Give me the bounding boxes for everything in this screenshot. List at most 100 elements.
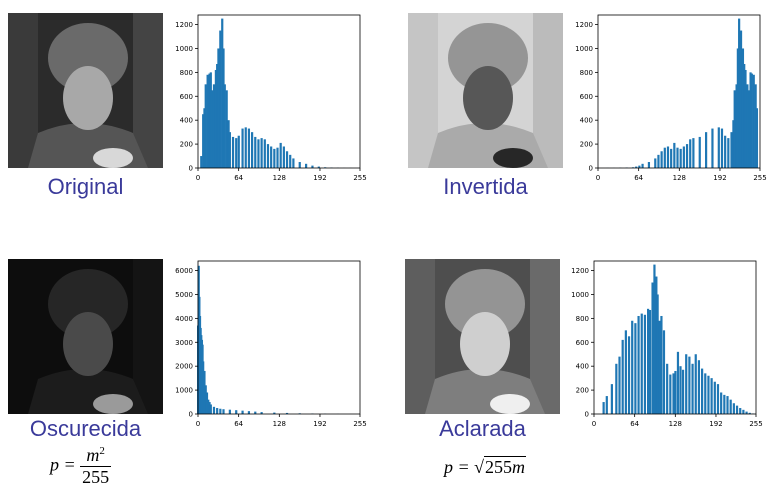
histogram-bar	[660, 315, 663, 414]
y-tick-label: 0	[589, 165, 593, 173]
y-tick-label: 1200	[575, 21, 593, 29]
histogram-bar	[732, 120, 735, 168]
x-tick-label: 128	[673, 174, 686, 182]
histogram-bar	[685, 144, 689, 168]
histogram-bar	[216, 408, 219, 414]
histogram-bar	[729, 399, 732, 414]
histogram-bar	[231, 136, 235, 168]
histogram-bar	[691, 363, 694, 414]
histogram-bar	[674, 370, 677, 414]
x-tick-label: 128	[273, 174, 286, 182]
caption-inverted: Invertida	[443, 174, 528, 199]
x-tick-label: 0	[196, 174, 200, 182]
histogram-bar	[657, 154, 660, 168]
histogram-bar	[610, 384, 613, 414]
formula-light-radicand-var: m	[512, 457, 526, 477]
histogram-bar	[698, 136, 701, 168]
histogram-bar	[635, 166, 638, 168]
histogram-bar	[282, 146, 285, 168]
histogram-bar	[681, 369, 685, 414]
histogram-bar	[247, 128, 251, 168]
histogram-bar	[219, 30, 222, 168]
histogram-original: 0 64 128 192 255 0 200 400 600 800 1000 1200	[170, 13, 370, 188]
histogram-bar	[666, 146, 670, 168]
histogram-bar	[656, 294, 659, 414]
histogram-bar	[237, 135, 240, 168]
caption-original: Original	[47, 174, 124, 199]
histogram-bar	[317, 166, 320, 168]
histogram-bar	[672, 373, 675, 414]
histogram-bar	[270, 146, 273, 168]
histogram-bar	[640, 313, 643, 414]
x-tick-label: 192	[709, 420, 722, 428]
histogram-bar	[643, 314, 647, 414]
histogram-bar	[653, 264, 656, 414]
portrait-inverted-image	[408, 13, 563, 168]
histogram-bar	[749, 72, 752, 168]
histogram-bar	[685, 354, 688, 414]
histogram-bar	[204, 84, 207, 168]
x-tick-label: 192	[313, 420, 326, 428]
histogram-bar	[222, 409, 225, 414]
formula-light-radical: √	[474, 457, 485, 477]
histogram-bar	[202, 114, 205, 168]
histogram-bar	[292, 158, 295, 168]
histogram-bar	[305, 163, 308, 168]
histogram-bar	[276, 147, 279, 168]
histogram-bar	[209, 72, 212, 168]
histogram-bar	[717, 127, 720, 168]
histogram-bar	[219, 408, 222, 414]
histogram-bar	[679, 148, 682, 168]
histogram-bar	[713, 381, 716, 414]
y-tick-label: 0	[189, 411, 193, 419]
histogram-bar	[634, 323, 637, 414]
histogram-bar	[208, 402, 211, 414]
histogram-bar	[247, 411, 251, 414]
photo-original	[8, 13, 163, 168]
histogram-bar	[289, 154, 292, 168]
y-tick-label: 800	[576, 315, 589, 323]
histogram-bar	[705, 132, 708, 168]
histogram-bar	[204, 385, 207, 414]
y-tick-label: 800	[180, 69, 193, 77]
y-tick-label: 1000	[575, 45, 593, 53]
histogram-bar	[724, 135, 727, 168]
histogram-bar	[752, 74, 755, 168]
histogram-bar	[285, 151, 289, 168]
histogram-bar	[209, 404, 212, 414]
histogram-bar	[206, 74, 209, 168]
histogram-bar	[741, 48, 745, 168]
y-tick-label: 200	[180, 141, 193, 149]
histogram-bar	[697, 360, 701, 414]
histogram-bar	[279, 142, 282, 168]
y-tick-label: 600	[180, 93, 193, 101]
formula-dark-numerator: m2	[80, 445, 112, 467]
histogram-bar	[627, 336, 631, 414]
histogram-bar	[203, 370, 206, 414]
y-tick-label: 4000	[175, 315, 193, 323]
histogram-bar	[720, 128, 724, 168]
x-tick-label: 128	[669, 420, 682, 428]
histogram-bar	[244, 127, 247, 168]
histogram-bar	[266, 144, 270, 168]
histogram-bar	[711, 128, 714, 168]
x-tick-label: 0	[196, 420, 200, 428]
histogram-dark-svg: 0 64 128 192 255 0 1000 2000 3000 4000 5000 6000	[175, 260, 367, 428]
photo-light	[405, 259, 560, 414]
histogram-bar	[225, 90, 228, 168]
histogram-bar	[641, 163, 644, 168]
histogram-bar	[742, 409, 745, 414]
histogram-bar	[692, 138, 695, 168]
histogram-light: 0 64 128 192 255 0 200 400 600 800 1000 1200	[566, 259, 766, 434]
histogram-bar	[701, 368, 704, 414]
x-tick-label: 255	[749, 420, 762, 428]
histogram-bar	[205, 392, 209, 414]
histogram-bar	[727, 138, 730, 168]
histogram-bar	[241, 410, 244, 414]
formula-light-radicand-num: 255	[485, 457, 513, 477]
histogram-light-svg: 0 64 128 192 255 0 200 400 600 800 1000 1200	[571, 260, 763, 428]
portrait-light-image	[405, 259, 560, 414]
histogram-bar	[669, 374, 672, 414]
histogram-bar	[273, 148, 276, 168]
histogram-bar	[676, 351, 680, 414]
